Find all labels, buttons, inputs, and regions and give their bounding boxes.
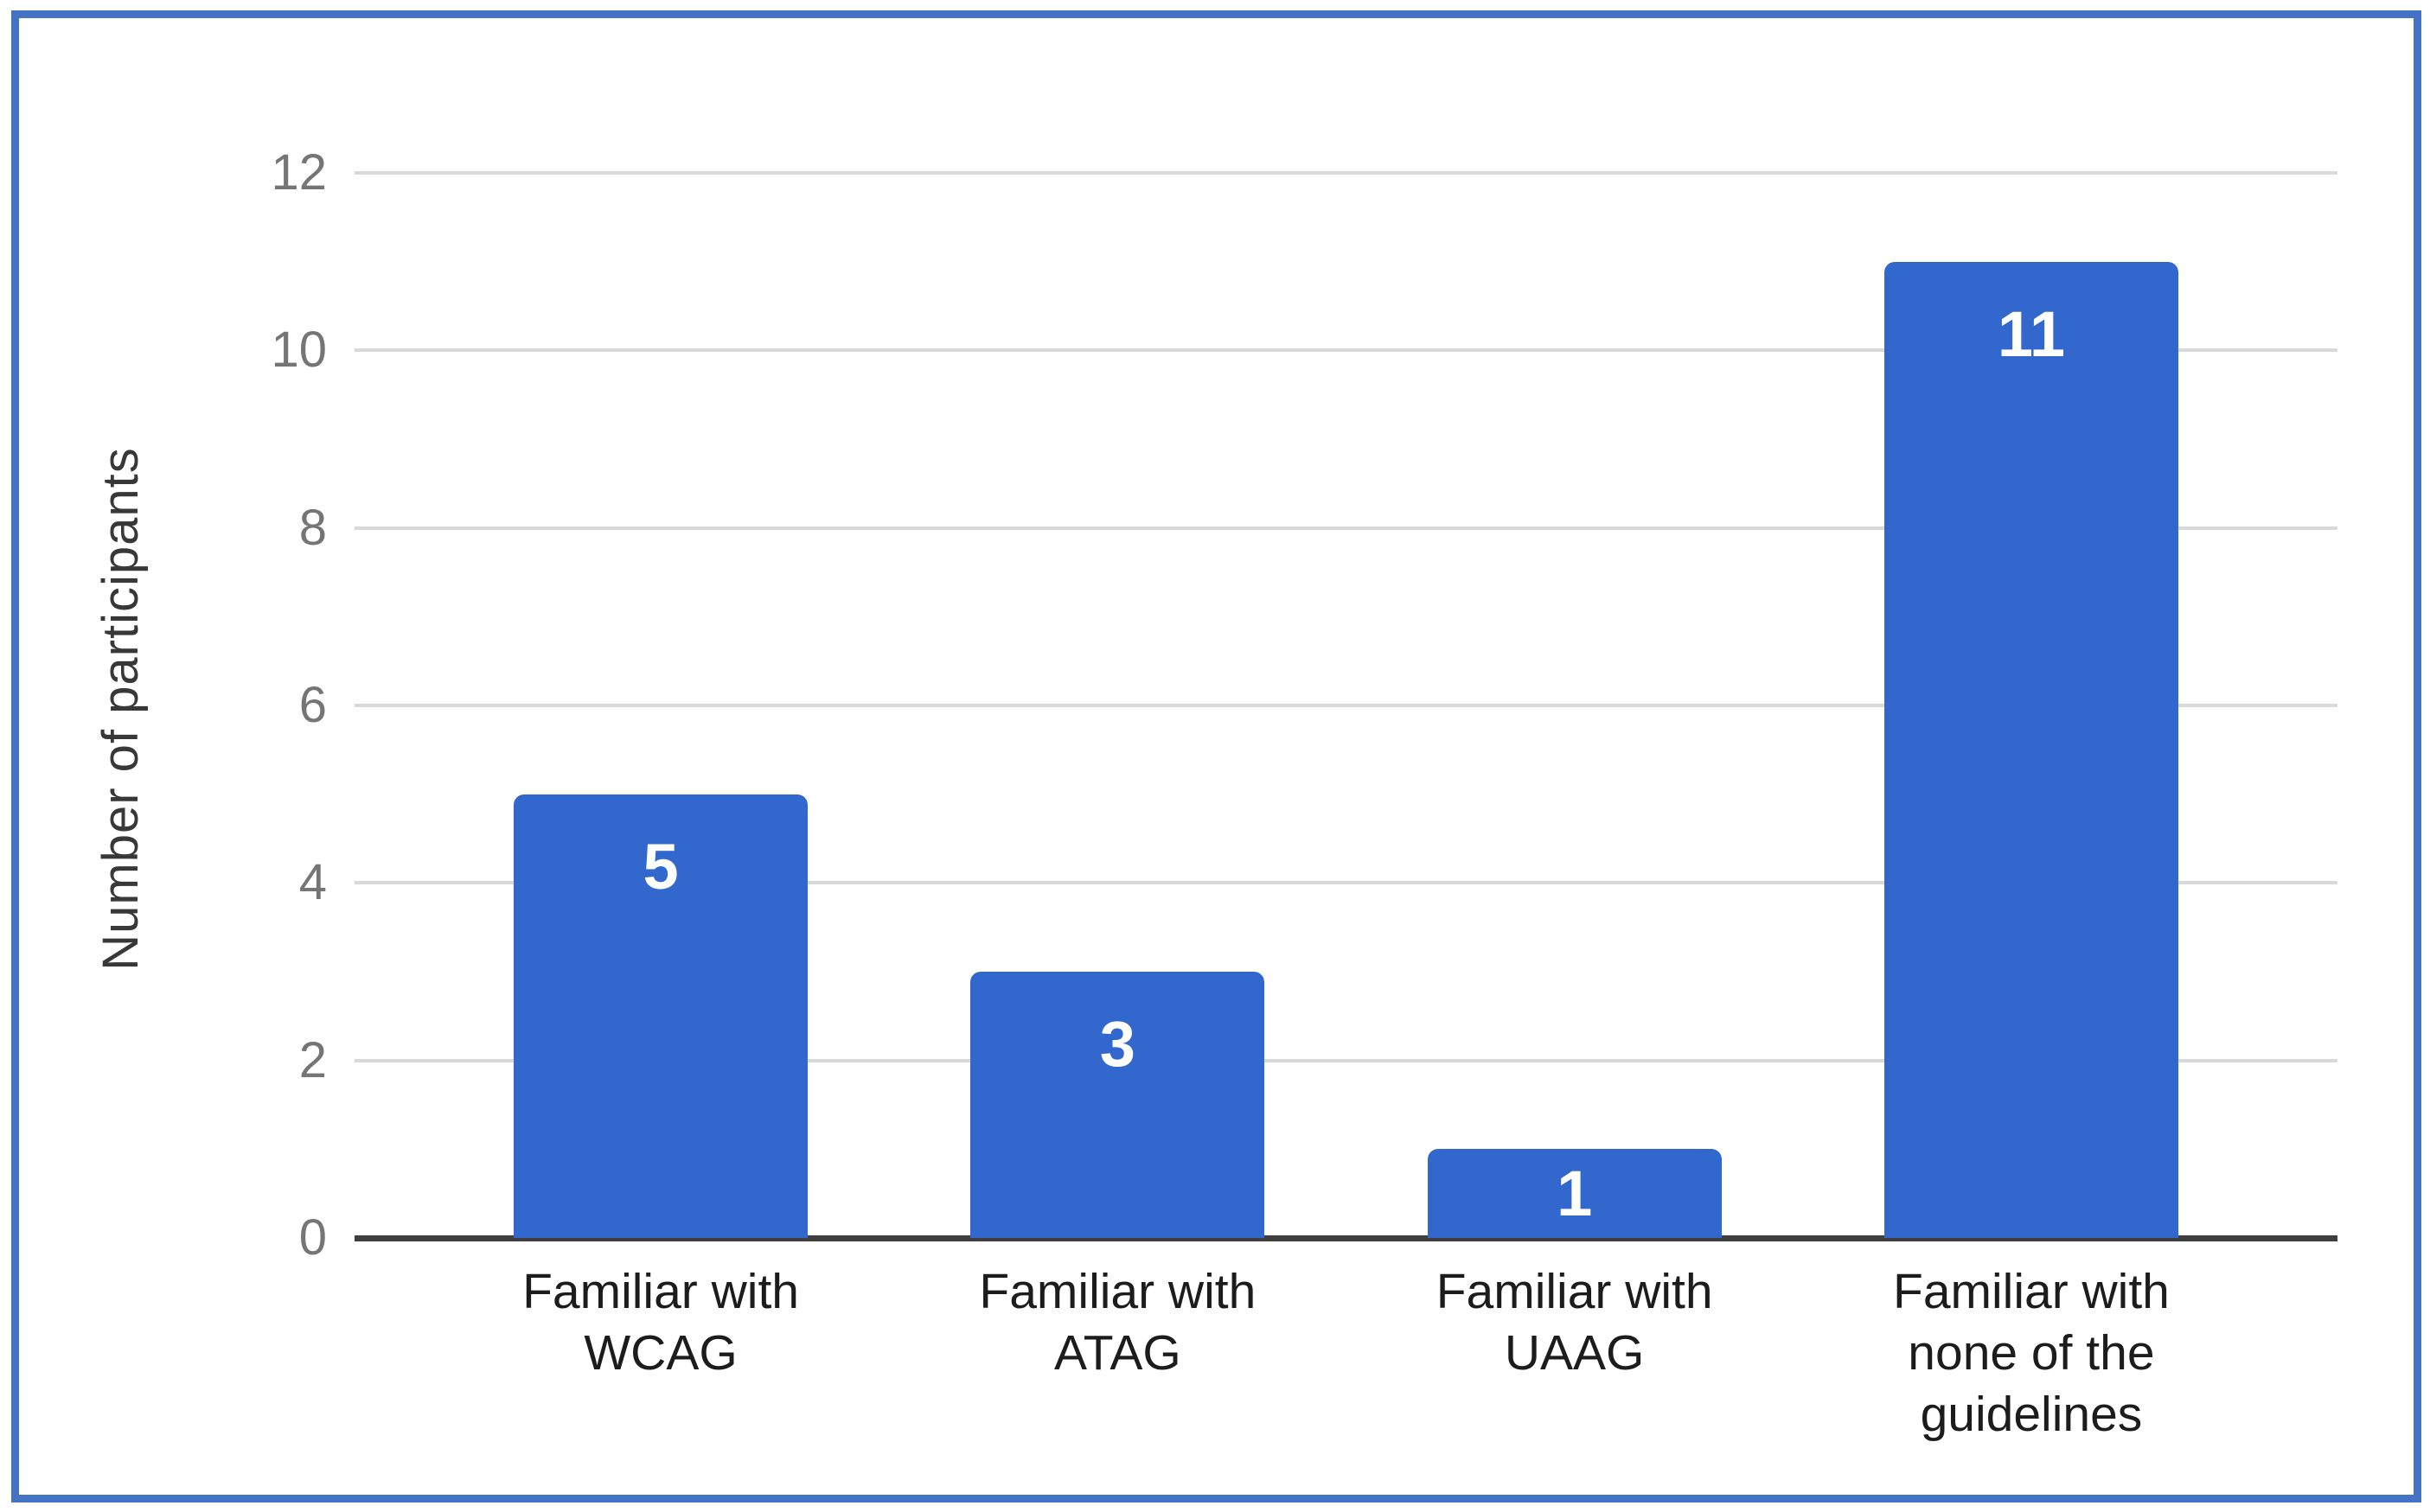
bar-value-label-2: 3 bbox=[1099, 1008, 1135, 1080]
bar-value-label-4: 11 bbox=[1997, 297, 2066, 370]
x-axis-line bbox=[355, 1235, 2337, 1241]
bar-4: 11 bbox=[1883, 261, 2178, 1238]
category-label-4: Familiar with none of the guidelines bbox=[1893, 1264, 2170, 1442]
y-tick-label-10: 10 bbox=[271, 322, 327, 379]
bar-value-label-3: 1 bbox=[1557, 1157, 1593, 1229]
bar-value-label-1: 5 bbox=[643, 830, 679, 903]
y-tick-label-0: 0 bbox=[298, 1209, 327, 1266]
category-label-1: Familiar with WCAG bbox=[522, 1264, 799, 1381]
y-tick-label-2: 2 bbox=[298, 1031, 327, 1088]
gridline-y2 bbox=[355, 1058, 2337, 1062]
gridline-y6 bbox=[355, 704, 2337, 707]
gridline-y8 bbox=[355, 526, 2337, 530]
gridline-y4 bbox=[355, 881, 2337, 885]
y-axis-title: Number of participants bbox=[93, 447, 149, 971]
bar-2: 3 bbox=[970, 972, 1265, 1238]
y-tick-label-4: 4 bbox=[298, 854, 327, 911]
bar-1: 5 bbox=[514, 794, 809, 1238]
category-label-2: Familiar with ATAG bbox=[979, 1264, 1257, 1381]
y-tick-label-6: 6 bbox=[298, 677, 327, 733]
gridline-y10 bbox=[355, 348, 2337, 353]
selection-frame-border bbox=[11, 10, 2421, 1502]
category-label-3: Familiar with UAAG bbox=[1436, 1264, 1713, 1381]
y-tick-label-8: 8 bbox=[298, 499, 327, 556]
gridline-y12 bbox=[355, 171, 2337, 175]
bar-3: 1 bbox=[1427, 1149, 1722, 1238]
y-tick-label-12: 12 bbox=[271, 144, 327, 201]
